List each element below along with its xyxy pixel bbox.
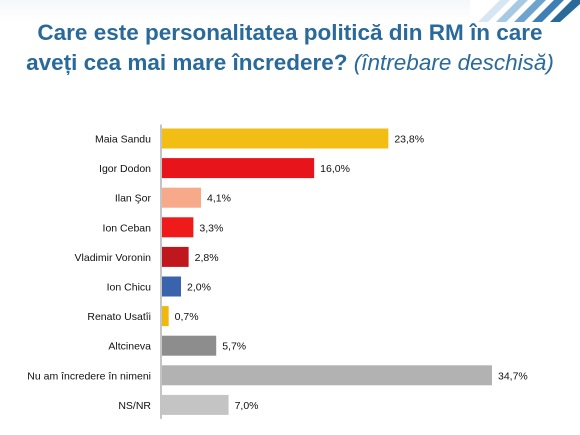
bar xyxy=(162,335,217,356)
bar xyxy=(162,246,189,267)
bar xyxy=(162,217,194,238)
category-label: NS/NR xyxy=(118,400,151,412)
bar xyxy=(162,128,389,149)
value-label: 16,0% xyxy=(320,163,350,175)
value-label: 2,0% xyxy=(187,282,211,294)
value-label: 7,0% xyxy=(235,400,259,412)
bar xyxy=(162,187,201,208)
value-label: 0,7% xyxy=(175,311,199,323)
chart-title: Care este personalitatea politică din RM… xyxy=(18,18,562,78)
title-note: (întrebare deschisă) xyxy=(353,50,554,75)
top-band xyxy=(0,0,580,22)
category-label: Ion Ceban xyxy=(103,222,152,234)
corner-decoration xyxy=(470,0,580,22)
category-label: Maia Sandu xyxy=(95,134,151,146)
bar xyxy=(162,306,169,327)
value-label: 34,7% xyxy=(498,370,528,382)
category-label: Renato Usatîi xyxy=(87,311,151,323)
bar xyxy=(162,158,315,179)
bar xyxy=(162,276,182,297)
category-label: Vladimir Voronin xyxy=(75,252,152,264)
value-label: 2,8% xyxy=(195,252,219,264)
value-label: 3,3% xyxy=(199,222,223,234)
bar xyxy=(162,394,229,415)
category-label: Nu am încredere în nimeni xyxy=(27,370,151,382)
category-label: Ion Chicu xyxy=(107,282,152,294)
category-label: Ilan Şor xyxy=(115,193,152,205)
category-label: Igor Dodon xyxy=(99,163,151,175)
title-main: Care este personalitatea politică din RM… xyxy=(26,20,543,75)
value-label: 4,1% xyxy=(207,193,231,205)
value-label: 5,7% xyxy=(222,341,246,353)
value-label: 23,8% xyxy=(394,134,424,146)
category-label: Altcineva xyxy=(108,341,151,353)
bar xyxy=(162,365,492,386)
